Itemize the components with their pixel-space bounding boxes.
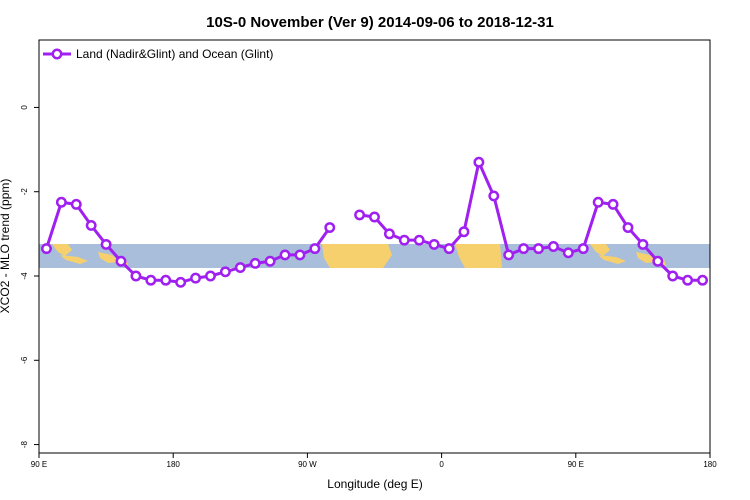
data-point xyxy=(458,226,470,238)
data-point xyxy=(488,190,500,202)
data-point xyxy=(249,257,261,269)
data-point xyxy=(324,222,336,233)
x-axis: 90 E 180 90 W 0 90 E 180 xyxy=(31,453,717,469)
y-axis: 0 -2 -4 -6 -8 xyxy=(20,105,39,448)
data-point xyxy=(413,234,425,246)
data-point xyxy=(428,238,440,250)
plot-frame xyxy=(38,39,711,454)
y-tick-label: -6 xyxy=(20,356,29,364)
x-tick-label: 180 xyxy=(703,460,717,469)
x-tick-label: 90 E xyxy=(568,460,584,469)
data-point xyxy=(697,274,708,286)
map-band xyxy=(39,244,710,268)
data-point xyxy=(41,243,52,255)
legend: Land (Nadir&Glint) and Ocean (Glint) xyxy=(43,47,273,61)
data-point xyxy=(547,241,559,252)
data-point xyxy=(130,270,142,282)
y-tick-label: -2 xyxy=(20,188,29,196)
y-tick-label: 0 xyxy=(20,105,29,110)
x-tick-label: 90 E xyxy=(31,460,47,469)
data-point xyxy=(234,262,246,274)
data-point xyxy=(398,234,410,246)
data-point xyxy=(100,238,112,250)
land-asia-2 xyxy=(590,244,610,256)
data-point xyxy=(219,266,231,278)
data-point xyxy=(443,243,455,255)
data-point xyxy=(309,243,321,255)
x-tick-label: 0 xyxy=(439,460,444,469)
data-point xyxy=(145,274,157,286)
land-indonesia-2 xyxy=(598,255,626,264)
chart-title: 10S-0 November (Ver 9) 2014-09-06 to 201… xyxy=(206,14,554,31)
data-point xyxy=(667,270,679,282)
data-point xyxy=(190,272,202,284)
data-point xyxy=(503,249,515,261)
x-axis-label: Longitude (deg E) xyxy=(327,477,422,491)
data-point xyxy=(562,247,574,259)
data-point xyxy=(637,238,649,250)
series-line xyxy=(45,200,331,284)
data-point xyxy=(652,255,664,267)
land-south-america xyxy=(322,244,392,268)
land-newguinea xyxy=(98,252,120,263)
series-layer xyxy=(41,156,708,288)
data-point xyxy=(294,249,306,261)
x-tick-label: 180 xyxy=(167,460,181,469)
data-point xyxy=(607,198,619,210)
land-asia xyxy=(52,244,72,256)
data-point xyxy=(383,228,395,240)
data-point xyxy=(279,249,291,261)
data-point xyxy=(369,211,380,223)
data-point xyxy=(592,196,604,208)
legend-label: Land (Nadir&Glint) and Ocean (Glint) xyxy=(76,47,273,61)
legend-marker xyxy=(51,48,63,60)
data-point xyxy=(354,209,366,221)
data-point xyxy=(622,222,634,233)
data-point xyxy=(115,255,127,267)
x-tick-label: 90 W xyxy=(298,460,317,469)
data-point xyxy=(160,274,172,286)
land-africa xyxy=(455,244,502,268)
data-point xyxy=(577,243,589,255)
land-masses xyxy=(52,244,666,268)
data-point xyxy=(175,276,187,288)
y-axis-label: XCO2 - MLO trend (ppm) xyxy=(0,179,12,314)
land-indonesia xyxy=(60,255,88,264)
data-point xyxy=(682,274,694,286)
data-point xyxy=(85,219,97,231)
data-point xyxy=(533,243,544,255)
data-point xyxy=(70,198,82,210)
data-point xyxy=(264,255,276,267)
y-tick-label: -8 xyxy=(20,440,29,448)
y-tick-label: -4 xyxy=(20,272,29,280)
data-point xyxy=(473,156,485,168)
data-point xyxy=(518,243,530,255)
data-point xyxy=(55,196,67,208)
data-point xyxy=(205,270,216,282)
